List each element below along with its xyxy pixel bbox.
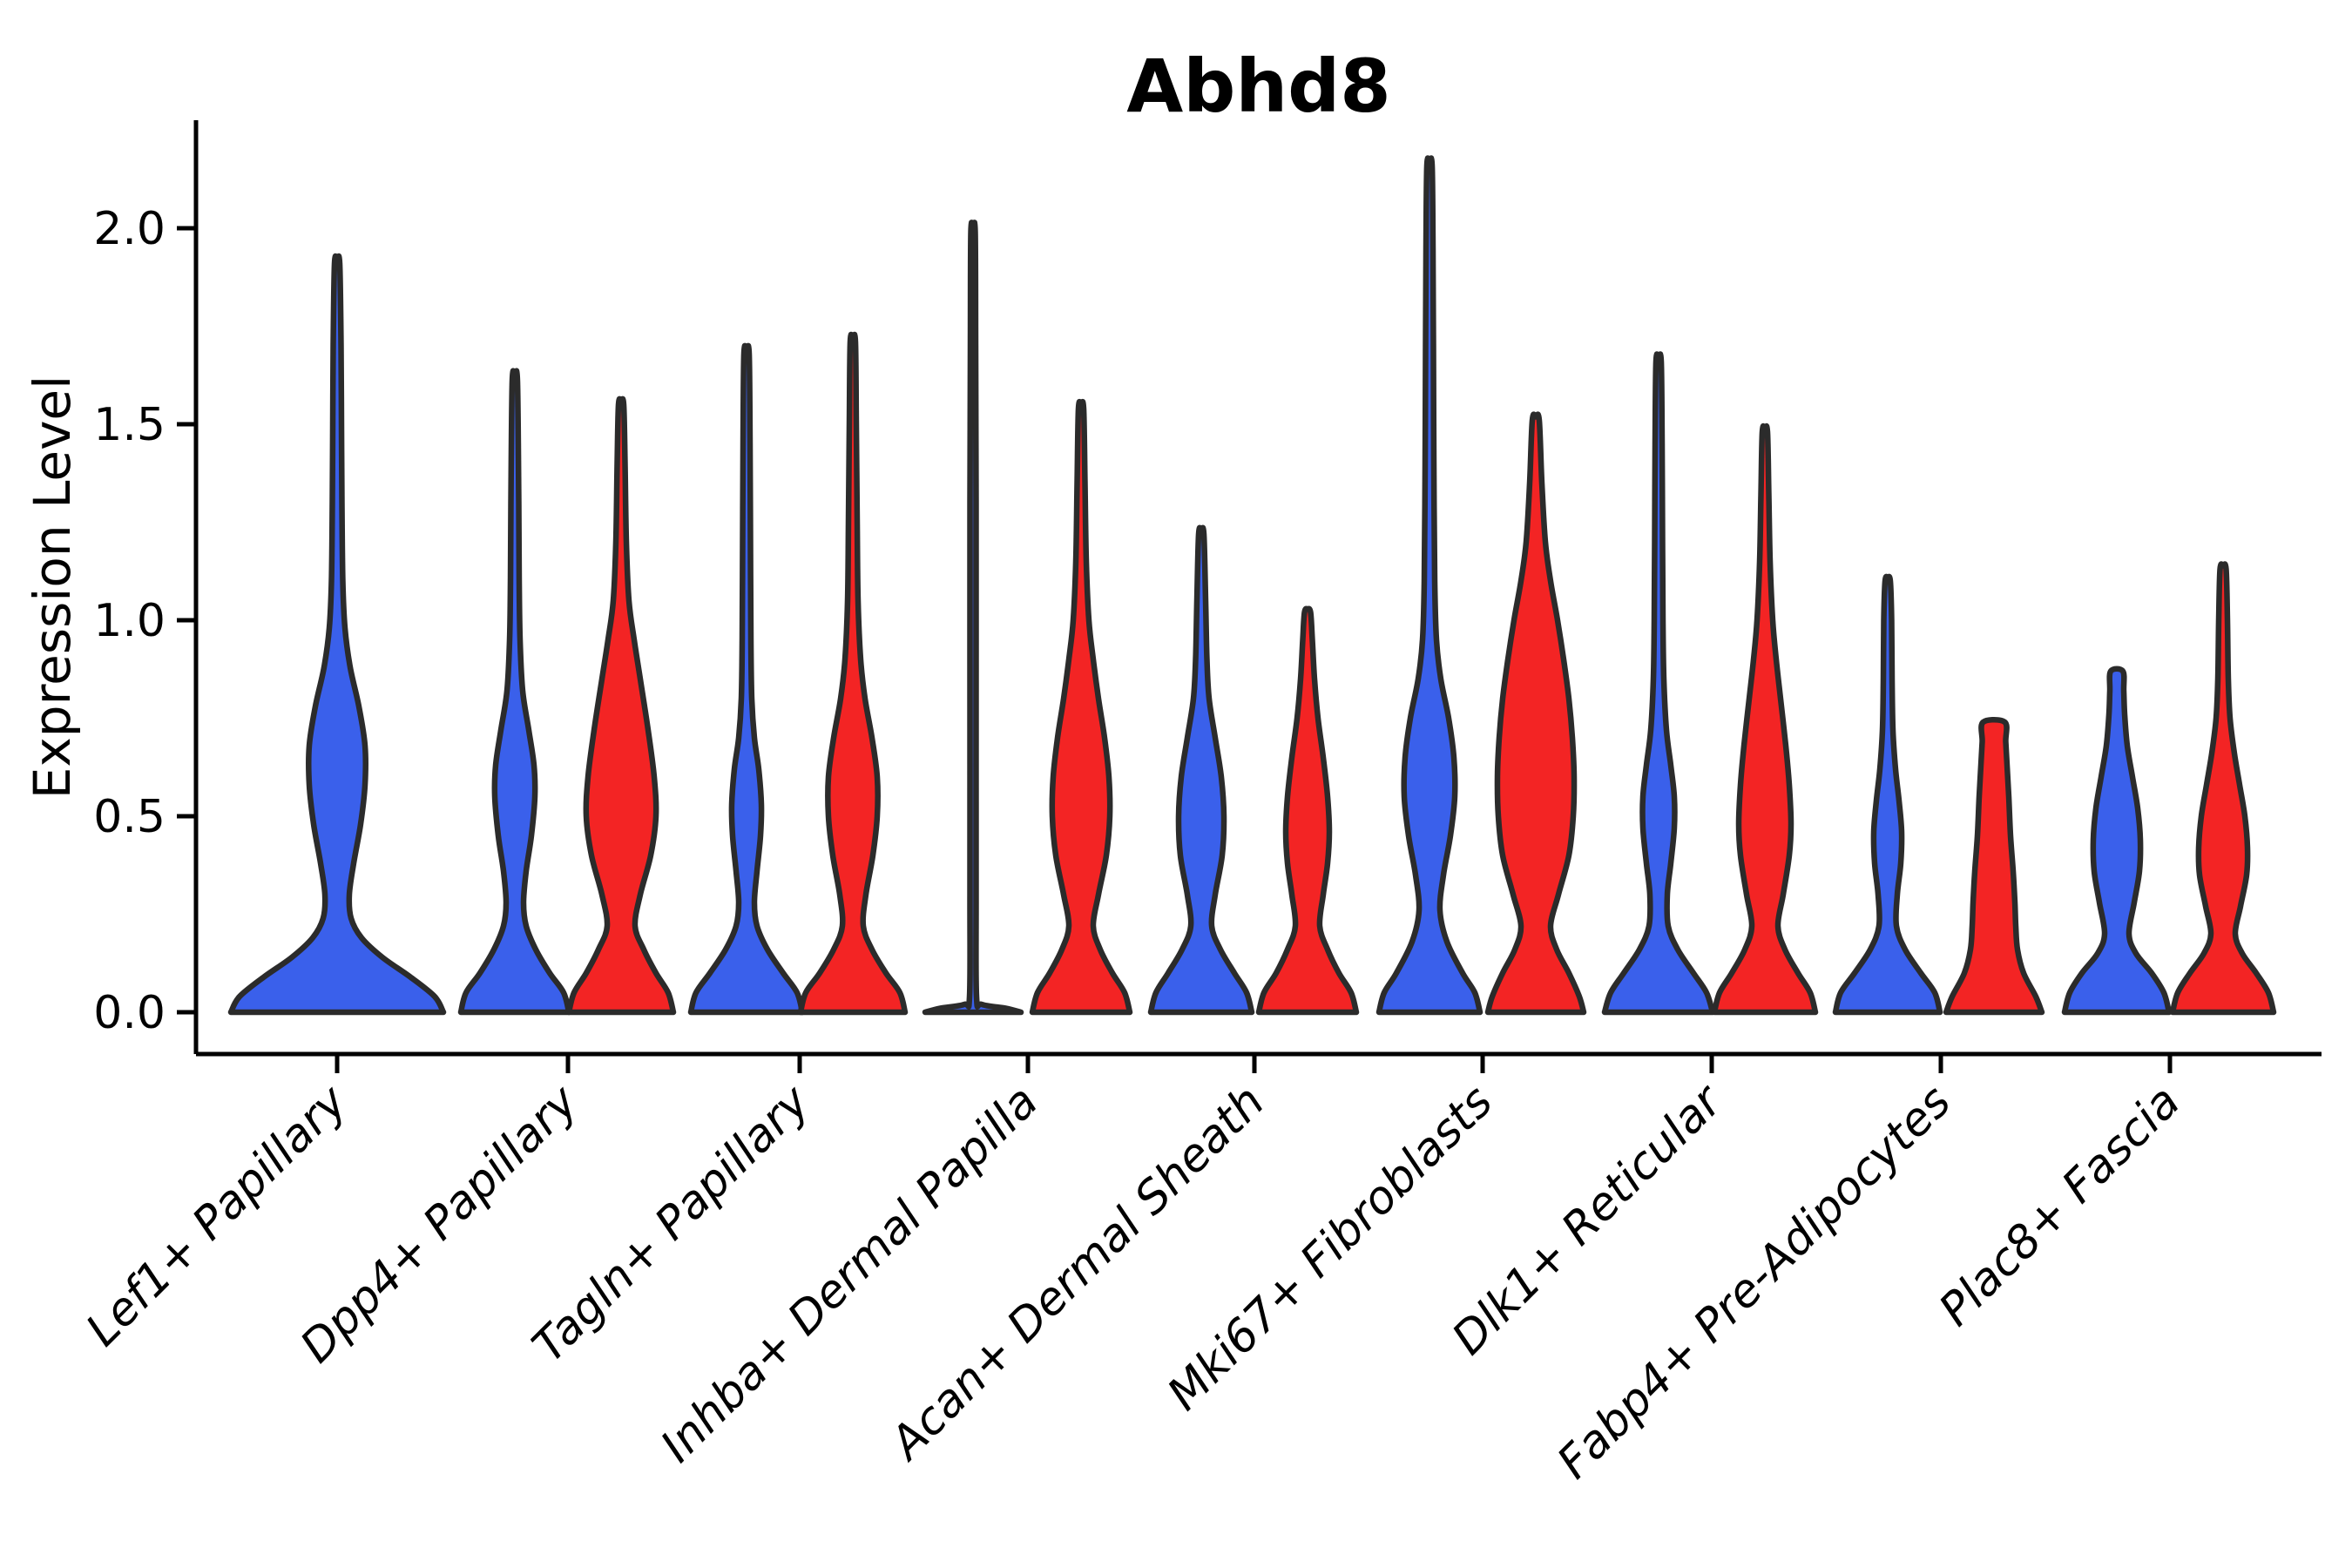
violin-inhba-dermal-papilla-blue — [922, 220, 1024, 1016]
violin-tagln-papillary-red — [797, 331, 909, 1016]
y-tick-label: 0.5 — [93, 791, 166, 843]
violin-dlk1-reticular-blue — [1601, 351, 1716, 1016]
violin-inhba-dermal-papilla-red — [1029, 398, 1133, 1016]
violin-acan-dermal-sheath-blue — [1147, 524, 1255, 1016]
violin-lef1-papillary-blue — [227, 253, 447, 1016]
violins — [227, 155, 2277, 1016]
violin-fabp4-pre-adipocytes-red — [1943, 716, 2045, 1016]
y-tick-label: 2.0 — [93, 203, 166, 255]
violin-fabp4-pre-adipocytes-blue — [1832, 573, 1943, 1016]
y-tick-label: 1.5 — [93, 399, 166, 451]
chart-title: Abhd8 — [1126, 44, 1391, 129]
violin-dpp4-papillary-red — [565, 395, 677, 1016]
violin-dlk1-reticular-red — [1711, 422, 1819, 1016]
violin-dpp4-papillary-blue — [457, 368, 572, 1016]
violin-mki67-fibroblasts-blue — [1375, 155, 1484, 1016]
violin-plac8-fascia-blue — [2061, 666, 2173, 1016]
violin-tagln-papillary-blue — [687, 342, 806, 1016]
y-axis-label: Expression Level — [23, 375, 82, 799]
violin-mki67-fibroblasts-red — [1484, 411, 1587, 1016]
y-tick-label: 1.0 — [93, 595, 166, 647]
axes — [177, 120, 2322, 1073]
y-tick-label: 0.0 — [93, 987, 166, 1039]
violin-plac8-fascia-red — [2169, 561, 2277, 1016]
violin-acan-dermal-sheath-red — [1255, 605, 1360, 1016]
